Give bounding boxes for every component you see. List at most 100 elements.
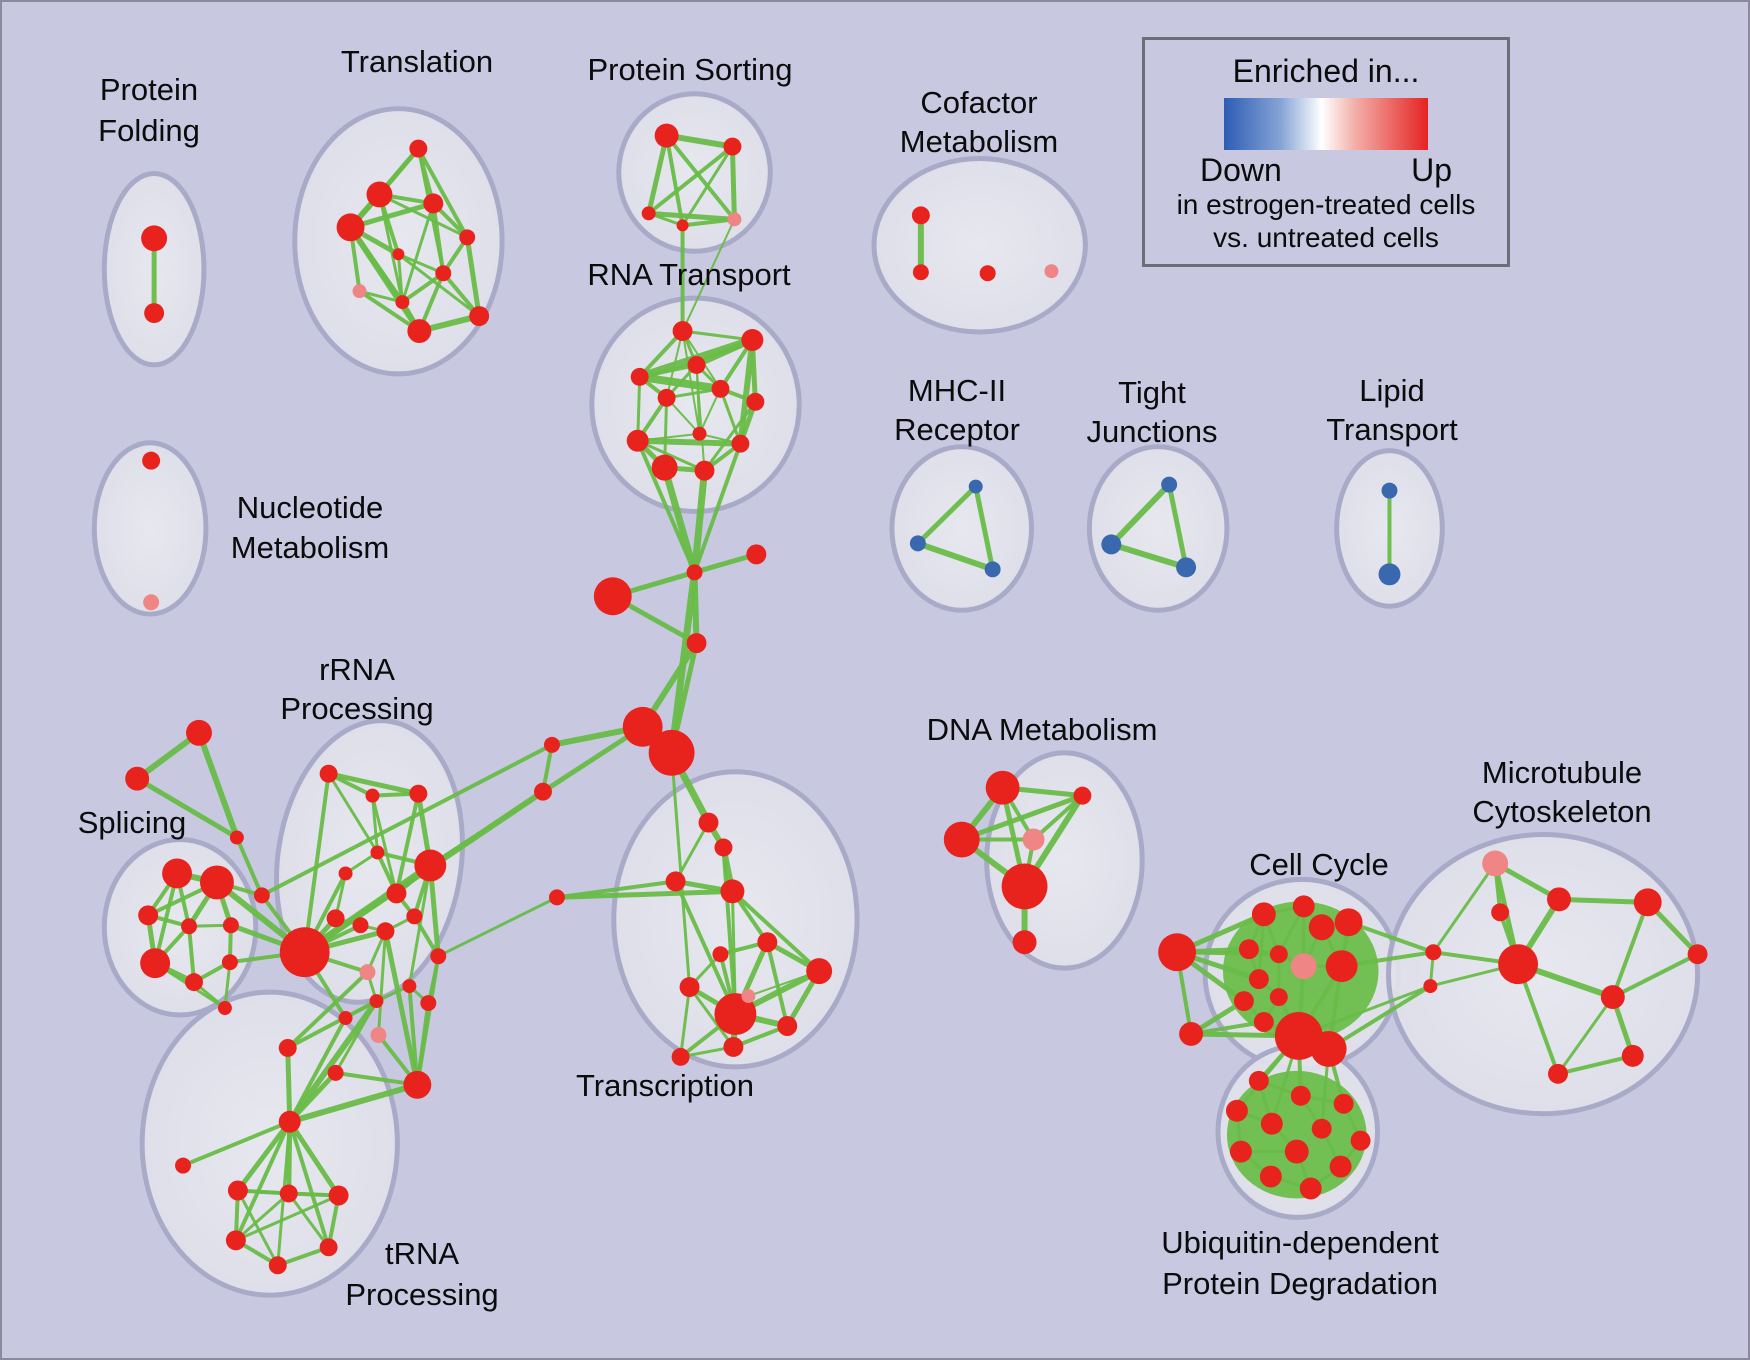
network-node[interactable] (806, 958, 833, 985)
network-node[interactable] (943, 821, 980, 858)
network-node[interactable] (222, 917, 239, 934)
network-node[interactable] (723, 1036, 744, 1057)
network-node[interactable] (1248, 1070, 1269, 1091)
network-node[interactable] (979, 265, 996, 282)
network-node[interactable] (420, 995, 437, 1012)
network-node[interactable] (186, 719, 212, 746)
network-node[interactable] (142, 451, 161, 470)
network-node[interactable] (1687, 944, 1708, 965)
network-node[interactable] (630, 367, 649, 386)
network-node[interactable] (679, 977, 700, 998)
network-node[interactable] (414, 849, 447, 882)
network-node[interactable] (327, 1064, 344, 1081)
network-node[interactable] (359, 964, 376, 981)
network-node[interactable] (692, 426, 707, 441)
network-node[interactable] (1290, 1085, 1311, 1106)
network-node[interactable] (185, 973, 203, 992)
network-node[interactable] (366, 181, 393, 208)
network-node[interactable] (694, 460, 715, 481)
network-node[interactable] (392, 248, 405, 261)
network-node[interactable] (1269, 988, 1288, 1007)
network-node[interactable] (225, 1230, 246, 1251)
network-node[interactable] (1423, 979, 1438, 994)
network-node[interactable] (407, 319, 432, 343)
network-node[interactable] (654, 123, 679, 148)
network-node[interactable] (1299, 1177, 1322, 1200)
network-node[interactable] (181, 918, 197, 935)
network-node[interactable] (543, 736, 560, 753)
network-node[interactable] (1176, 557, 1197, 578)
network-node[interactable] (676, 219, 689, 232)
network-node[interactable] (1225, 1099, 1248, 1122)
network-node[interactable] (1269, 945, 1288, 964)
network-node[interactable] (1012, 930, 1037, 955)
network-node[interactable] (1290, 953, 1317, 980)
network-node[interactable] (626, 429, 649, 452)
network-node[interactable] (686, 633, 707, 654)
network-node[interactable] (746, 392, 765, 411)
network-node[interactable] (319, 764, 338, 783)
network-node[interactable] (326, 909, 345, 928)
network-node[interactable] (1179, 1021, 1204, 1046)
network-node[interactable] (409, 139, 428, 158)
network-node[interactable] (430, 948, 447, 965)
network-node[interactable] (912, 264, 929, 281)
network-node[interactable] (423, 193, 444, 214)
network-node[interactable] (657, 388, 676, 407)
network-node[interactable] (1308, 914, 1335, 941)
network-node[interactable] (711, 379, 730, 398)
network-node[interactable] (143, 594, 160, 611)
network-node[interactable] (352, 284, 367, 299)
network-node[interactable] (175, 1157, 192, 1174)
network-node[interactable] (665, 871, 686, 892)
network-node[interactable] (386, 883, 407, 904)
network-node[interactable] (227, 1180, 248, 1201)
network-node[interactable] (435, 265, 452, 282)
network-node[interactable] (909, 535, 926, 552)
network-node[interactable] (376, 922, 395, 941)
network-node[interactable] (1491, 903, 1510, 922)
network-node[interactable] (723, 137, 742, 156)
network-node[interactable] (777, 1016, 798, 1036)
network-node[interactable] (1329, 1155, 1352, 1178)
network-node[interactable] (1547, 887, 1571, 912)
network-node[interactable] (671, 1047, 690, 1066)
network-node[interactable] (229, 830, 244, 845)
network-node[interactable] (1350, 1130, 1371, 1151)
network-node[interactable] (395, 295, 410, 310)
network-node[interactable] (199, 865, 234, 900)
network-node[interactable] (672, 321, 693, 341)
network-node[interactable] (648, 729, 695, 776)
network-node[interactable] (1251, 902, 1276, 927)
network-node[interactable] (1229, 1140, 1252, 1163)
network-node[interactable] (720, 879, 745, 904)
network-node[interactable] (1548, 1063, 1568, 1084)
network-node[interactable] (1325, 950, 1358, 983)
network-node[interactable] (1253, 1012, 1274, 1032)
network-node[interactable] (279, 1184, 298, 1203)
network-node[interactable] (1260, 1112, 1283, 1135)
network-node[interactable] (686, 564, 703, 581)
network-node[interactable] (1292, 895, 1315, 918)
network-node[interactable] (1274, 1012, 1323, 1060)
network-node[interactable] (1378, 563, 1401, 586)
network-node[interactable] (1022, 828, 1045, 851)
network-node[interactable] (622, 706, 663, 747)
network-node[interactable] (469, 306, 490, 327)
network-node[interactable] (1238, 939, 1259, 960)
network-node[interactable] (1381, 482, 1398, 499)
network-node[interactable] (698, 812, 719, 833)
network-node[interactable] (985, 770, 1020, 805)
network-node[interactable] (1425, 944, 1442, 961)
network-node[interactable] (1233, 991, 1254, 1012)
network-node[interactable] (741, 989, 756, 1004)
network-node[interactable] (370, 845, 385, 860)
network-node[interactable] (221, 954, 238, 971)
network-node[interactable] (328, 1185, 349, 1206)
network-node[interactable] (141, 225, 168, 252)
network-node[interactable] (1333, 1093, 1354, 1114)
network-node[interactable] (1044, 264, 1059, 279)
network-node[interactable] (534, 782, 552, 801)
network-node[interactable] (338, 866, 353, 881)
network-node[interactable] (369, 994, 384, 1009)
